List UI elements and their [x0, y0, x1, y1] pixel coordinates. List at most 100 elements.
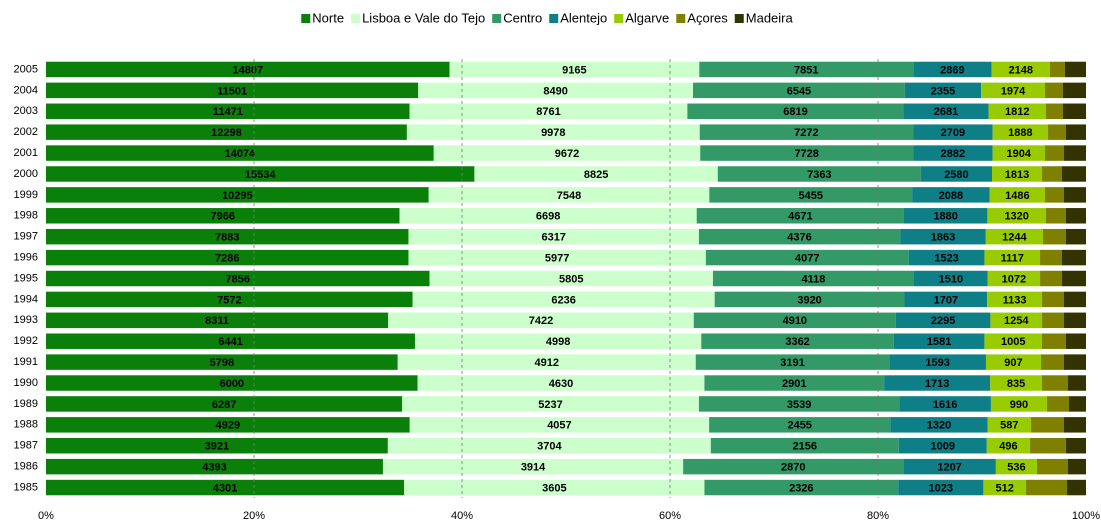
bar-segment	[693, 82, 905, 99]
x-tick-label: 60%	[659, 510, 681, 521]
data-label: 8311	[205, 315, 229, 327]
bar-segment	[46, 312, 389, 329]
bar-segment	[414, 333, 702, 349]
y-tick-label: 1985	[14, 481, 38, 493]
data-label: 12298	[211, 127, 242, 139]
data-label: 1812	[1005, 106, 1029, 118]
bar-segment	[1065, 208, 1086, 224]
bar-segment	[912, 187, 990, 203]
data-label: 7883	[215, 232, 239, 244]
legend-text: Alentejo	[560, 10, 607, 25]
data-label: 14074	[225, 148, 256, 160]
y-tick-label: 1991	[14, 356, 38, 368]
bar-segment	[992, 124, 1049, 140]
bar-segment	[990, 396, 1048, 412]
data-label: 1117	[1001, 253, 1024, 265]
bar-segment	[46, 145, 434, 161]
bar-segment	[1063, 354, 1086, 370]
bar-segment	[1040, 270, 1063, 287]
data-label: 4057	[547, 420, 571, 432]
bar-segment	[985, 228, 1044, 245]
bar-segment	[985, 354, 1041, 370]
bar-segment	[884, 375, 991, 391]
bar-segment	[1067, 479, 1086, 496]
data-label: 9165	[562, 64, 586, 76]
legend-swatch	[734, 14, 744, 23]
bar-segment	[1067, 458, 1086, 475]
bar-segment	[904, 82, 982, 99]
bar-segment	[992, 145, 1046, 161]
bar-segment	[406, 124, 700, 140]
bar-segment	[408, 228, 699, 245]
data-label: 1009	[931, 441, 955, 453]
data-label: 7363	[807, 169, 831, 181]
y-tick-label: 2003	[14, 105, 38, 117]
x-tick-label: 20%	[243, 510, 265, 521]
bar-segment	[46, 187, 429, 203]
bar-segment	[903, 208, 988, 224]
data-label: 1207	[937, 462, 961, 474]
y-tick-label: 1996	[14, 252, 38, 264]
data-label: 2709	[941, 127, 965, 139]
data-label: 907	[1004, 357, 1022, 369]
bar-segment	[1045, 103, 1063, 119]
bar-segment	[696, 208, 904, 224]
data-label: 1523	[934, 253, 958, 265]
bar-segment	[705, 249, 909, 266]
bar-segment	[698, 228, 901, 245]
data-label: 1593	[925, 357, 949, 369]
legend-swatch	[614, 14, 624, 23]
bar-segment	[898, 479, 984, 496]
bar-segment	[46, 82, 419, 99]
bar-segment	[1066, 333, 1086, 349]
y-tick-label: 2004	[14, 84, 38, 96]
bar-segment	[1064, 145, 1086, 161]
y-tick-label: 1998	[14, 210, 38, 222]
bar-segment	[914, 270, 988, 287]
data-label: 7422	[529, 315, 553, 327]
data-label: 8825	[584, 169, 608, 181]
bar-segment	[1042, 291, 1065, 308]
bar-segment	[408, 249, 706, 266]
legend-swatch	[492, 14, 502, 23]
data-label: 7272	[794, 127, 818, 139]
bar-segment	[1062, 166, 1086, 182]
data-label: 1813	[1005, 169, 1029, 181]
bar-segment	[1049, 61, 1065, 78]
data-label: 536	[1007, 462, 1025, 474]
legend-text: Centro	[503, 10, 542, 25]
data-label: 1904	[1007, 148, 1032, 160]
bar-segment	[449, 61, 700, 78]
data-label: 2455	[787, 420, 811, 432]
bar-segment	[913, 61, 992, 78]
data-label: 6545	[787, 85, 811, 97]
legend-text: Açores	[687, 10, 728, 25]
y-tick-label: 1990	[14, 377, 38, 389]
data-label: 1072	[1002, 273, 1026, 285]
bar-segment	[397, 354, 696, 370]
bar-segment	[1063, 187, 1086, 203]
data-label: 7966	[211, 211, 235, 223]
bar-segment	[399, 208, 697, 224]
legend: Norte Lisboa e Vale do Tejo Centro Alentejo…	[301, 10, 793, 25]
bar-segment	[1045, 208, 1066, 224]
bar-segment	[717, 166, 921, 182]
legend-text: Algarve	[625, 10, 669, 25]
bar-segment	[903, 458, 996, 475]
bar-segment	[1069, 396, 1086, 412]
data-label: 2156	[793, 441, 817, 453]
bar-segment	[409, 417, 710, 433]
bar-segment	[699, 61, 914, 78]
data-label: 6000	[220, 378, 244, 390]
data-label: 6819	[783, 106, 807, 118]
bar-segment	[46, 291, 413, 308]
data-label: 2088	[939, 190, 963, 202]
data-label: 2870	[781, 462, 805, 474]
legend-swatch	[549, 14, 559, 23]
y-tick-label: 1987	[14, 440, 38, 452]
bar-segment	[710, 438, 899, 454]
bar-segment	[913, 145, 993, 161]
bar-segment	[1064, 417, 1086, 433]
data-label: 4998	[546, 336, 570, 348]
